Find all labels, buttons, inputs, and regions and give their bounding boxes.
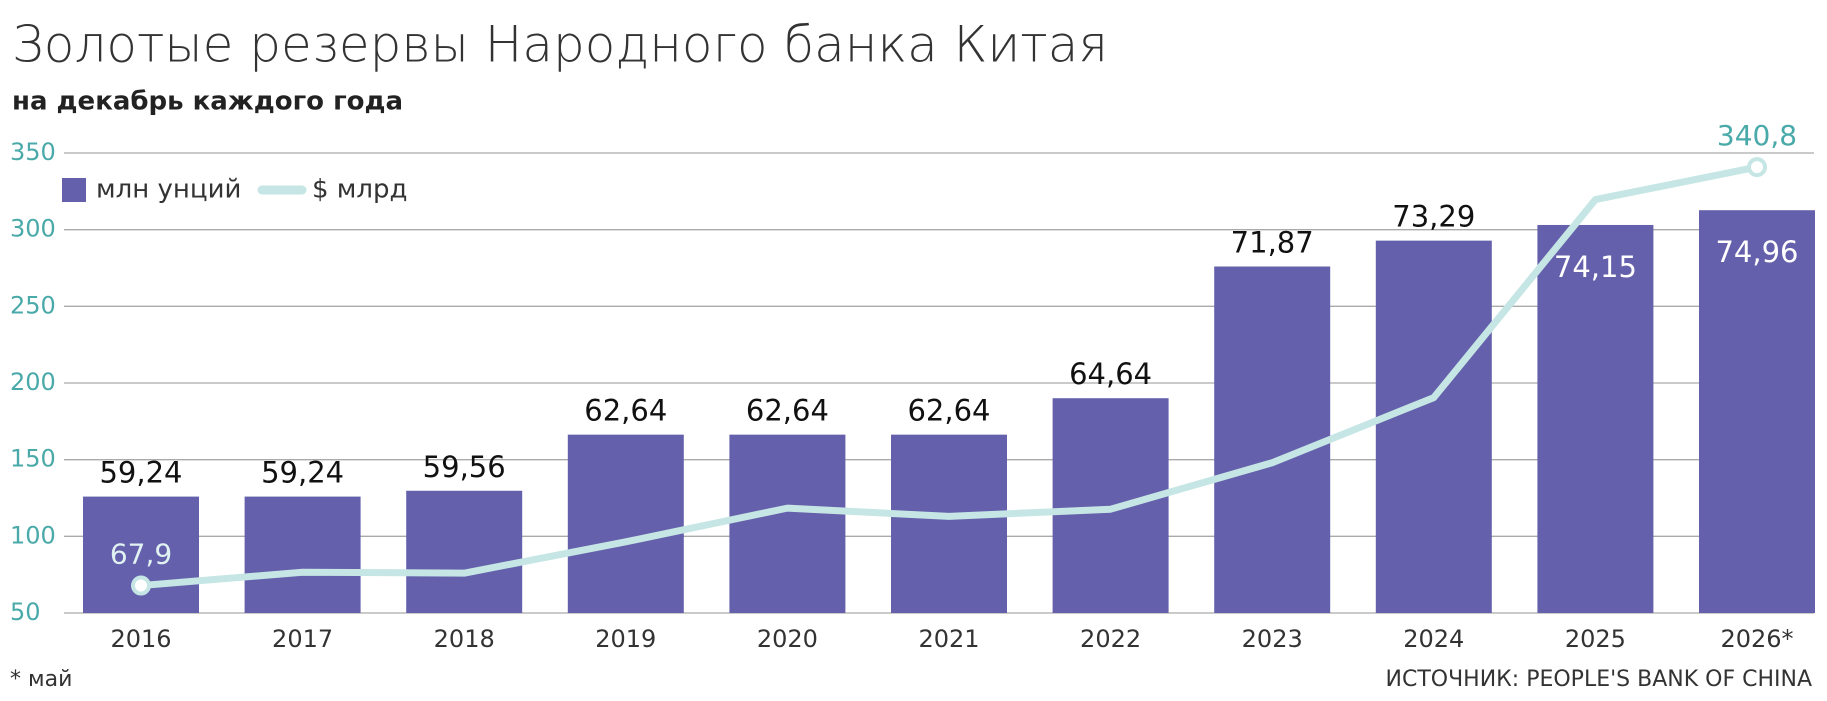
bar bbox=[244, 496, 361, 613]
bar bbox=[1214, 266, 1331, 613]
line bbox=[140, 163, 1758, 590]
line-value-label: 67,9 bbox=[110, 538, 172, 571]
x-tick-label: 2024 bbox=[1403, 625, 1464, 653]
bar-value-label: 62,64 bbox=[907, 394, 990, 428]
x-tick-label: 2016 bbox=[110, 625, 171, 653]
line-value-label: 340,8 bbox=[1717, 119, 1797, 152]
bar-value-label: 62,64 bbox=[584, 394, 667, 428]
x-tick-label: 2019 bbox=[595, 625, 656, 653]
x-tick-label: 2017 bbox=[272, 625, 333, 653]
footnote: * май bbox=[10, 667, 72, 692]
legend-label: $ млрд bbox=[312, 175, 408, 205]
bar-value-label: 74,15 bbox=[1554, 250, 1637, 284]
bar bbox=[1699, 210, 1815, 613]
x-tick-label: 2026* bbox=[1720, 625, 1793, 653]
x-tick-label: 2018 bbox=[434, 625, 495, 653]
x-tick-label: 2020 bbox=[757, 625, 818, 653]
bar-value-label: 59,56 bbox=[423, 450, 506, 484]
x-tick-label: 2022 bbox=[1080, 625, 1141, 653]
y-tick-label: 50 bbox=[10, 598, 41, 626]
legend-label: млн унций bbox=[96, 175, 241, 205]
x-tick-label: 2025 bbox=[1565, 625, 1626, 653]
bar bbox=[567, 434, 684, 613]
chart-subtitle: на декабрь каждого года bbox=[12, 87, 403, 117]
bar-value-label: 59,24 bbox=[261, 456, 344, 490]
chart-title: Золотые резервы Народного банка Китая bbox=[12, 16, 1108, 74]
y-tick-label: 250 bbox=[10, 291, 56, 319]
bar bbox=[891, 434, 1007, 613]
bar-value-label: 74,96 bbox=[1715, 235, 1798, 269]
bar bbox=[406, 490, 523, 613]
bar-value-label: 71,87 bbox=[1231, 225, 1314, 259]
bar-value-label: 62,64 bbox=[746, 394, 829, 428]
x-tick-label: 2021 bbox=[918, 625, 979, 653]
line-point bbox=[1747, 157, 1767, 178]
bar-value-label: 64,64 bbox=[1069, 357, 1152, 391]
bar-value-label: 59,24 bbox=[99, 456, 182, 490]
y-tick-label: 300 bbox=[10, 215, 56, 243]
bar-value-label: 73,29 bbox=[1392, 200, 1475, 234]
bar bbox=[1375, 240, 1492, 613]
y-tick-label: 100 bbox=[10, 521, 56, 549]
source: ИСТОЧНИК: PEOPLE'S BANK OF CHINA bbox=[1386, 667, 1812, 692]
bar bbox=[729, 434, 846, 613]
y-tick-label: 350 bbox=[10, 138, 56, 166]
line-point bbox=[131, 575, 151, 596]
x-tick-label: 2023 bbox=[1242, 625, 1303, 653]
bar bbox=[1537, 224, 1654, 614]
legend-swatch bbox=[62, 178, 86, 202]
y-tick-label: 200 bbox=[10, 368, 56, 396]
y-tick-label: 150 bbox=[10, 445, 56, 473]
